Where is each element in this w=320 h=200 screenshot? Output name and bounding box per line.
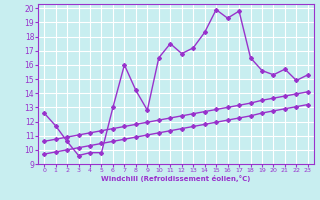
X-axis label: Windchill (Refroidissement éolien,°C): Windchill (Refroidissement éolien,°C) — [101, 175, 251, 182]
